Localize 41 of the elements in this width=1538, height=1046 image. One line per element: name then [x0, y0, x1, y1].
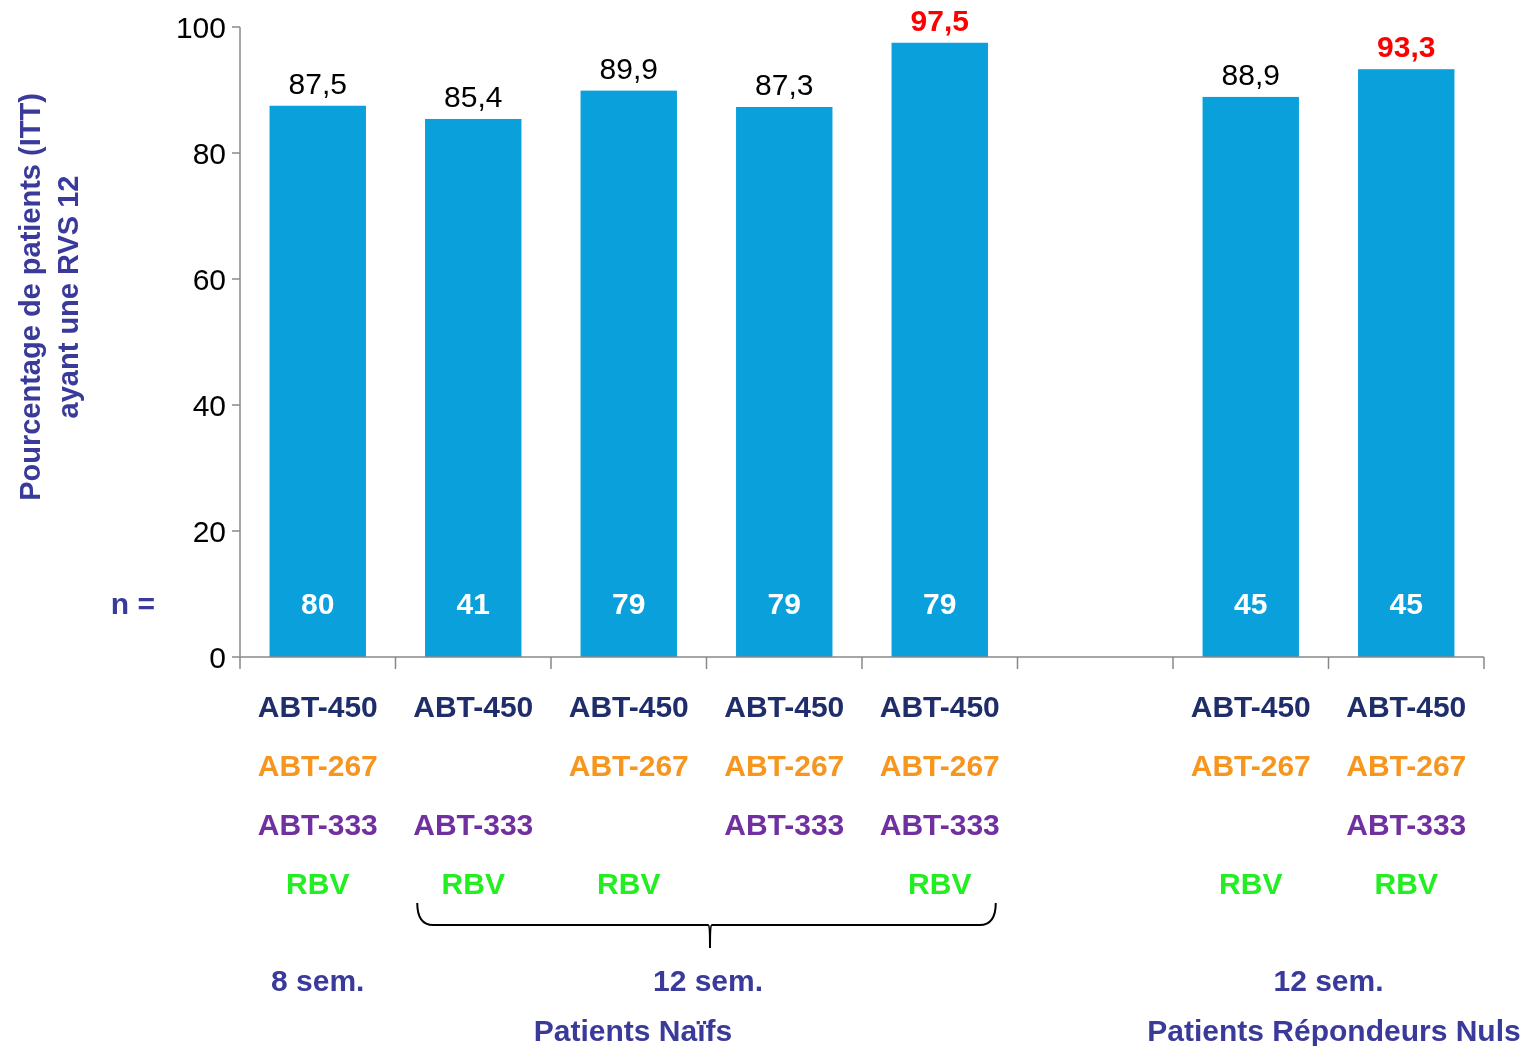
annotation: 41: [456, 586, 490, 620]
text: Patients Naïfs: [533, 1013, 733, 1046]
text: 12 sem.: [652, 963, 764, 997]
data-label: 85,4: [444, 79, 503, 113]
y-tick-label: 80: [192, 136, 226, 170]
category-label: ABT-450 ABT-267 RBV: [1190, 689, 1311, 900]
x-tick-label: ABT-450 ABT-267 ABT-333 RBV: [257, 689, 378, 900]
x-tick-label: ABT-450 ABT-267 ABT-333 RBV: [1346, 689, 1467, 900]
bar: [425, 118, 522, 657]
text: 8 sem.: [271, 963, 365, 997]
x-tick-label: ABT-450 ABT-267 ABT-333: [724, 689, 845, 841]
annotation: 79: [767, 586, 801, 620]
data-label: 93,3: [1377, 30, 1436, 64]
annotation: 79: [612, 586, 646, 620]
text: n =: [110, 586, 155, 620]
y-tick-label: 100: [175, 10, 226, 44]
data-label: 97,5: [910, 3, 969, 37]
category-label: ABT-450 ABT-267 RBV: [568, 689, 689, 900]
text: 12 sem.: [1273, 963, 1384, 997]
data-label: 88,9: [1221, 57, 1280, 91]
data-label: 87,5: [288, 66, 347, 100]
bar: [1202, 96, 1299, 657]
y-tick-label: 40: [192, 388, 226, 422]
annotation: 80: [301, 586, 335, 620]
y-tick-label: 60: [192, 262, 226, 296]
x-tick-label: ABT-450 ABT-267 ABT-333 RBV: [879, 689, 1000, 900]
y-axis-title: Pourcentage de patients (ITT) ayant une RVS 12: [14, 93, 84, 501]
annotation: 45: [1389, 586, 1423, 620]
bar: [891, 42, 988, 657]
text: Patients Répondeurs Nuls: [1147, 1013, 1521, 1046]
y-tick-label: 20: [192, 514, 226, 548]
bar: [580, 90, 677, 657]
bar: [1358, 69, 1455, 657]
bar: [269, 105, 366, 657]
y-tick-label: 0: [209, 640, 226, 674]
annotation: 79: [923, 586, 957, 620]
data-label: 89,9: [599, 51, 658, 85]
bar: [736, 107, 833, 657]
annotation: 45: [1234, 586, 1268, 620]
data-label: 87,3: [755, 68, 814, 102]
category-label: ABT-450 ABT-333 RBV: [413, 689, 534, 900]
